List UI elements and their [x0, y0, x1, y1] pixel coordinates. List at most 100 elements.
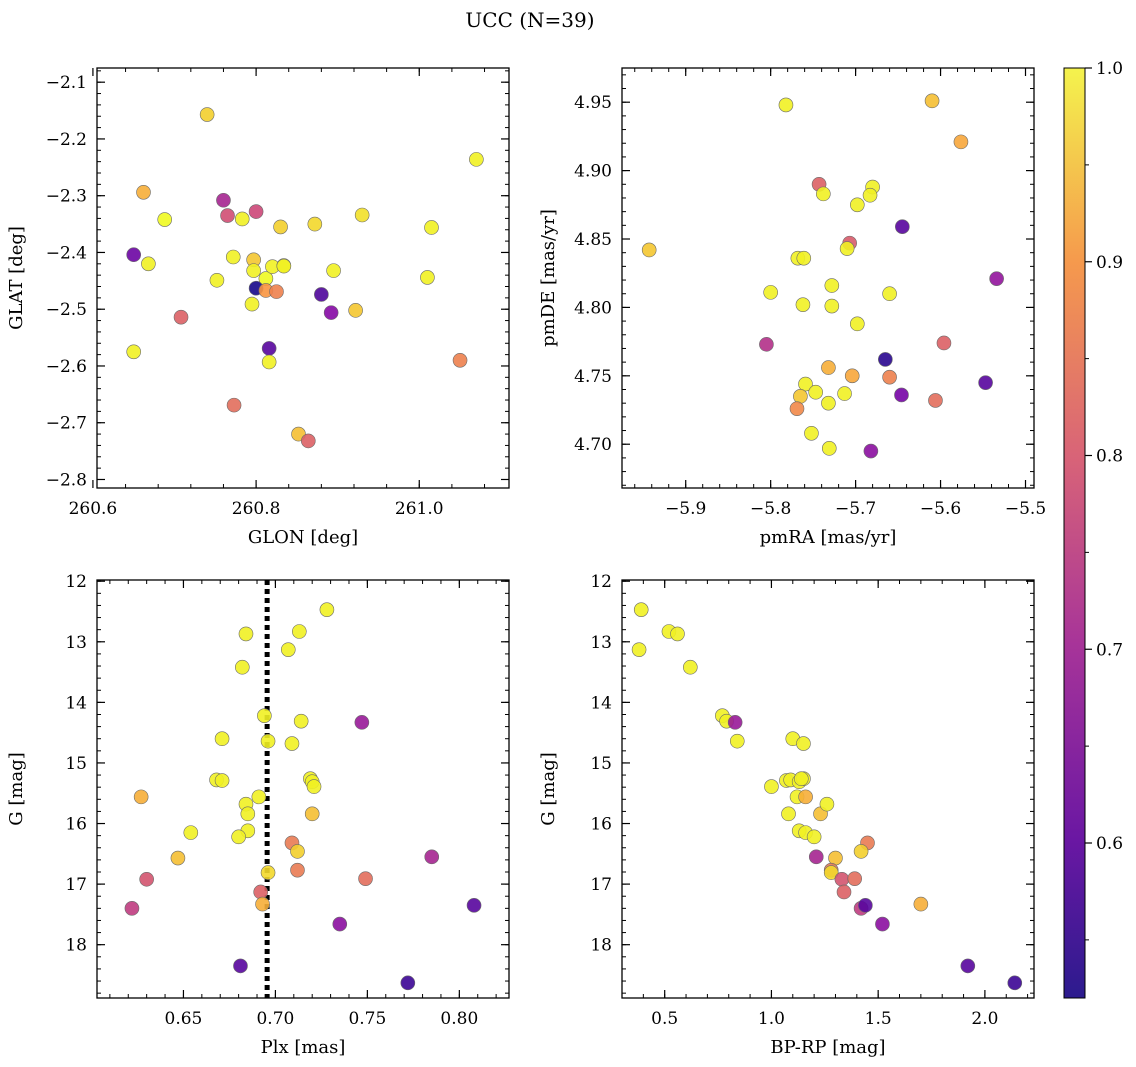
x-tick-label: 0.70: [256, 1009, 294, 1029]
y-tick-label: −2.3: [46, 187, 87, 207]
colorbar-tick-label: 0.8: [1096, 447, 1123, 467]
x-tick-label: 0.65: [165, 1009, 203, 1029]
y-tick-label: 15: [65, 754, 87, 774]
x-tick-label: −5.7: [835, 499, 876, 519]
data-point: [960, 958, 976, 974]
colorbar-tick-label: 0.9: [1096, 253, 1123, 273]
data-point: [314, 287, 329, 302]
data-point: [808, 849, 824, 865]
data-point: [796, 250, 812, 266]
data-point: [670, 626, 685, 642]
data-point: [307, 216, 323, 232]
y-tick-label: 4.75: [574, 367, 612, 387]
x-tick-label: 0.75: [348, 1009, 386, 1029]
data-point: [796, 736, 811, 751]
data-point: [764, 779, 779, 794]
data-point: [424, 849, 440, 865]
y-tick-label: −2.4: [46, 243, 87, 263]
data-point: [778, 97, 794, 113]
x-tick-label: 261.0: [395, 499, 444, 519]
data-point: [273, 219, 288, 235]
data-point: [924, 93, 940, 109]
data-point: [882, 286, 897, 302]
y-tick-label: 17: [65, 875, 87, 895]
data-point: [882, 369, 897, 385]
y-tick-label: 16: [65, 815, 87, 835]
x-tick-label: −5.6: [920, 499, 961, 519]
figure-title: UCC (N=39): [465, 8, 594, 32]
y-tick-label: 14: [65, 693, 87, 713]
data-point: [284, 736, 300, 751]
x-tick-label: 260.8: [232, 499, 281, 519]
y-tick-label: 4.70: [574, 435, 612, 455]
y-tick-label: 18: [590, 936, 612, 956]
y-tick-label: 14: [590, 693, 612, 713]
data-point: [292, 624, 307, 639]
data-point: [141, 256, 156, 272]
y-tick-label: 4.80: [574, 298, 612, 318]
data-point: [631, 642, 647, 657]
axes-frame: [621, 67, 1035, 489]
data-point: [240, 806, 256, 822]
data-point: [837, 386, 852, 401]
data-point: [808, 384, 823, 400]
data-point: [729, 733, 745, 749]
data-point: [466, 898, 482, 913]
data-point: [235, 659, 250, 675]
data-point: [763, 285, 778, 300]
y-tick-label: 12: [65, 572, 87, 592]
y-tick-label: −2.7: [46, 414, 87, 434]
x-axis-label: Plx [mas]: [261, 1037, 346, 1058]
x-tick-label: 1.0: [758, 1009, 785, 1029]
y-tick-label: −2.8: [46, 470, 87, 490]
x-tick-label: −5.8: [750, 499, 791, 519]
data-point: [894, 387, 909, 403]
data-point: [928, 393, 943, 408]
y-tick-label: −2.1: [46, 73, 87, 93]
data-point: [173, 309, 189, 325]
data-point: [306, 779, 322, 794]
data-point: [133, 789, 149, 805]
data-point: [816, 186, 831, 202]
data-point: [319, 602, 335, 617]
data-point: [836, 884, 852, 900]
data-point: [794, 771, 809, 787]
y-tick-label: 18: [65, 936, 87, 956]
axes-frame: [96, 579, 510, 999]
data-point: [126, 344, 142, 360]
y-axis-label: GLAT [deg]: [6, 226, 27, 330]
data-point: [358, 871, 373, 886]
x-axis-label: pmRA [mas/yr]: [760, 527, 897, 548]
data-point: [233, 958, 248, 974]
data-point: [231, 829, 246, 845]
data-point: [819, 796, 835, 812]
data-point: [781, 806, 796, 822]
data-point: [823, 865, 839, 880]
data-point: [261, 341, 277, 356]
data-point: [913, 896, 929, 912]
data-point: [727, 715, 743, 730]
data-point: [400, 975, 416, 991]
colorbar-tick-label: 0.6: [1096, 834, 1123, 854]
data-point: [824, 298, 840, 314]
data-point: [452, 352, 468, 368]
data-point: [1007, 975, 1023, 991]
data-point: [136, 184, 151, 200]
data-point: [793, 389, 808, 404]
data-point: [326, 263, 341, 278]
data-point: [469, 152, 484, 167]
data-point: [301, 433, 316, 449]
data-point: [878, 352, 893, 367]
x-tick-label: 0.5: [651, 1009, 678, 1029]
data-point: [354, 715, 370, 730]
data-point: [226, 397, 242, 413]
data-point: [978, 375, 993, 390]
data-point: [225, 249, 241, 265]
data-point: [246, 263, 261, 278]
data-point: [853, 844, 869, 859]
data-point: [641, 242, 657, 258]
y-tick-label: 4.95: [574, 93, 612, 113]
data-point: [251, 789, 267, 805]
y-tick-label: 13: [65, 633, 87, 653]
data-point: [220, 208, 235, 223]
